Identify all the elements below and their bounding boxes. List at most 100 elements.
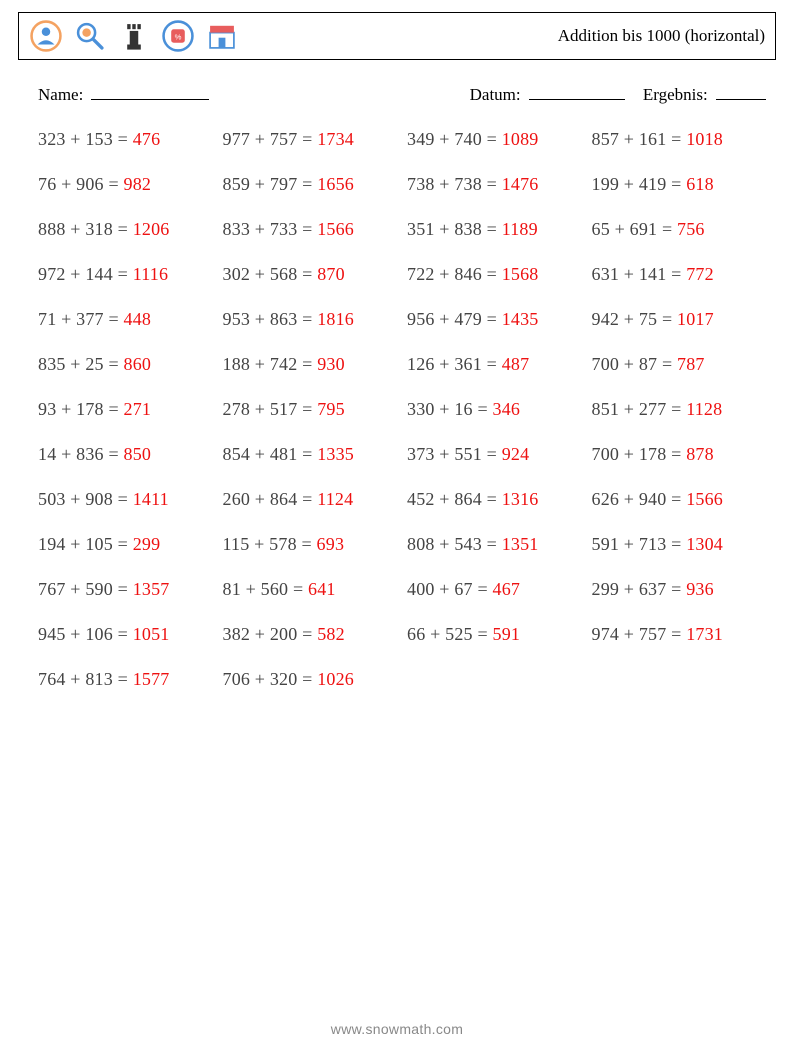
problem-cell: 126 + 361 = 487	[407, 354, 582, 375]
page-title: Addition bis 1000 (horizontal)	[558, 26, 765, 46]
problem-answer: 448	[124, 309, 152, 329]
problem-expression: 278 + 517 =	[223, 399, 318, 419]
problem-cell: 767 + 590 = 1357	[38, 579, 213, 600]
name-blank[interactable]	[91, 82, 209, 100]
name-label: Name:	[38, 85, 83, 105]
problem-answer: 641	[308, 579, 336, 599]
problem-expression: 503 + 908 =	[38, 489, 133, 509]
shop-icon	[205, 19, 239, 53]
problem-answer: 467	[493, 579, 521, 599]
problem-answer: 1124	[317, 489, 353, 509]
problem-cell: 323 + 153 = 476	[38, 129, 213, 150]
header-box: % Addition bis 1000 (horizontal)	[18, 12, 776, 60]
problem-expression: 349 + 740 =	[407, 129, 502, 149]
problem-expression: 71 + 377 =	[38, 309, 124, 329]
problem-answer: 1476	[502, 174, 539, 194]
problem-cell: 851 + 277 = 1128	[592, 399, 767, 420]
problem-answer: 1189	[502, 219, 538, 239]
date-blank[interactable]	[529, 82, 625, 100]
problem-cell: 66 + 525 = 591	[407, 624, 582, 645]
problem-cell: 808 + 543 = 1351	[407, 534, 582, 555]
problem-expression: 977 + 757 =	[223, 129, 318, 149]
problem-answer: 299	[133, 534, 161, 554]
problem-expression: 76 + 906 =	[38, 174, 124, 194]
problem-answer: 1017	[677, 309, 714, 329]
problem-expression: 351 + 838 =	[407, 219, 502, 239]
problem-expression: 330 + 16 =	[407, 399, 493, 419]
footer: www.snowmath.com	[0, 1021, 794, 1037]
person-icon	[29, 19, 63, 53]
header-icons: %	[29, 19, 239, 53]
problem-cell: 722 + 846 = 1568	[407, 264, 582, 285]
problem-cell: 859 + 797 = 1656	[223, 174, 398, 195]
problem-answer: 1734	[317, 129, 354, 149]
problem-answer: 1128	[686, 399, 722, 419]
problem-cell: 833 + 733 = 1566	[223, 219, 398, 240]
problem-answer: 591	[493, 624, 521, 644]
date-field: Datum:	[470, 82, 625, 105]
problem-cell: 351 + 838 = 1189	[407, 219, 582, 240]
problem-expression: 382 + 200 =	[223, 624, 318, 644]
problem-cell: 382 + 200 = 582	[223, 624, 398, 645]
problem-expression: 953 + 863 =	[223, 309, 318, 329]
problem-expression: 835 + 25 =	[38, 354, 124, 374]
problem-answer: 870	[317, 264, 345, 284]
problem-cell: 953 + 863 = 1816	[223, 309, 398, 330]
problem-expression: 400 + 67 =	[407, 579, 493, 599]
problem-expression: 722 + 846 =	[407, 264, 502, 284]
problem-answer: 772	[686, 264, 714, 284]
problem-expression: 194 + 105 =	[38, 534, 133, 554]
problem-expression: 942 + 75 =	[592, 309, 678, 329]
problem-answer: 693	[317, 534, 345, 554]
problem-answer: 476	[133, 129, 161, 149]
problem-expression: 833 + 733 =	[223, 219, 318, 239]
problem-cell: 942 + 75 = 1017	[592, 309, 767, 330]
problems-grid: 323 + 153 = 476 977 + 757 = 1734 349 + 740…	[18, 119, 776, 690]
problem-expression: 302 + 568 =	[223, 264, 318, 284]
problem-expression: 700 + 178 =	[592, 444, 687, 464]
problem-cell: 93 + 178 = 271	[38, 399, 213, 420]
problem-answer: 1568	[502, 264, 539, 284]
problem-expression: 972 + 144 =	[38, 264, 133, 284]
problem-cell: 503 + 908 = 1411	[38, 489, 213, 510]
problem-answer: 1351	[502, 534, 539, 554]
problem-answer: 1089	[502, 129, 539, 149]
result-blank[interactable]	[716, 82, 766, 100]
problem-expression: 452 + 864 =	[407, 489, 502, 509]
tag-icon: %	[161, 19, 195, 53]
problem-cell: 115 + 578 = 693	[223, 534, 398, 555]
problem-expression: 93 + 178 =	[38, 399, 124, 419]
problem-cell: 76 + 906 = 982	[38, 174, 213, 195]
problem-cell: 835 + 25 = 860	[38, 354, 213, 375]
problem-answer: 1206	[133, 219, 170, 239]
problem-answer: 1116	[133, 264, 168, 284]
problem-expression: 945 + 106 =	[38, 624, 133, 644]
result-label: Ergebnis:	[643, 85, 708, 104]
problem-answer: 982	[124, 174, 152, 194]
problem-answer: 1816	[317, 309, 354, 329]
problem-cell: 626 + 940 = 1566	[592, 489, 767, 510]
problem-answer: 878	[686, 444, 714, 464]
problem-expression: 188 + 742 =	[223, 354, 318, 374]
problem-expression: 851 + 277 =	[592, 399, 687, 419]
problem-expression: 854 + 481 =	[223, 444, 318, 464]
problem-expression: 81 + 560 =	[223, 579, 309, 599]
problem-expression: 974 + 757 =	[592, 624, 687, 644]
worksheet-page: % Addition bis 1000 (horizontal) Name: D…	[0, 0, 794, 1053]
problem-cell: 854 + 481 = 1335	[223, 444, 398, 465]
problem-answer: 1018	[686, 129, 723, 149]
problem-cell: 373 + 551 = 924	[407, 444, 582, 465]
problem-answer: 1411	[133, 489, 169, 509]
problem-cell: 945 + 106 = 1051	[38, 624, 213, 645]
problem-cell: 199 + 419 = 618	[592, 174, 767, 195]
problem-answer: 1435	[502, 309, 539, 329]
problem-cell: 888 + 318 = 1206	[38, 219, 213, 240]
problem-answer: 930	[317, 354, 345, 374]
problem-expression: 126 + 361 =	[407, 354, 502, 374]
problem-answer: 1566	[317, 219, 354, 239]
problem-cell: 706 + 320 = 1026	[223, 669, 398, 690]
problem-cell: 349 + 740 = 1089	[407, 129, 582, 150]
problem-answer: 787	[677, 354, 705, 374]
problem-cell: 260 + 864 = 1124	[223, 489, 398, 510]
problem-cell: 956 + 479 = 1435	[407, 309, 582, 330]
